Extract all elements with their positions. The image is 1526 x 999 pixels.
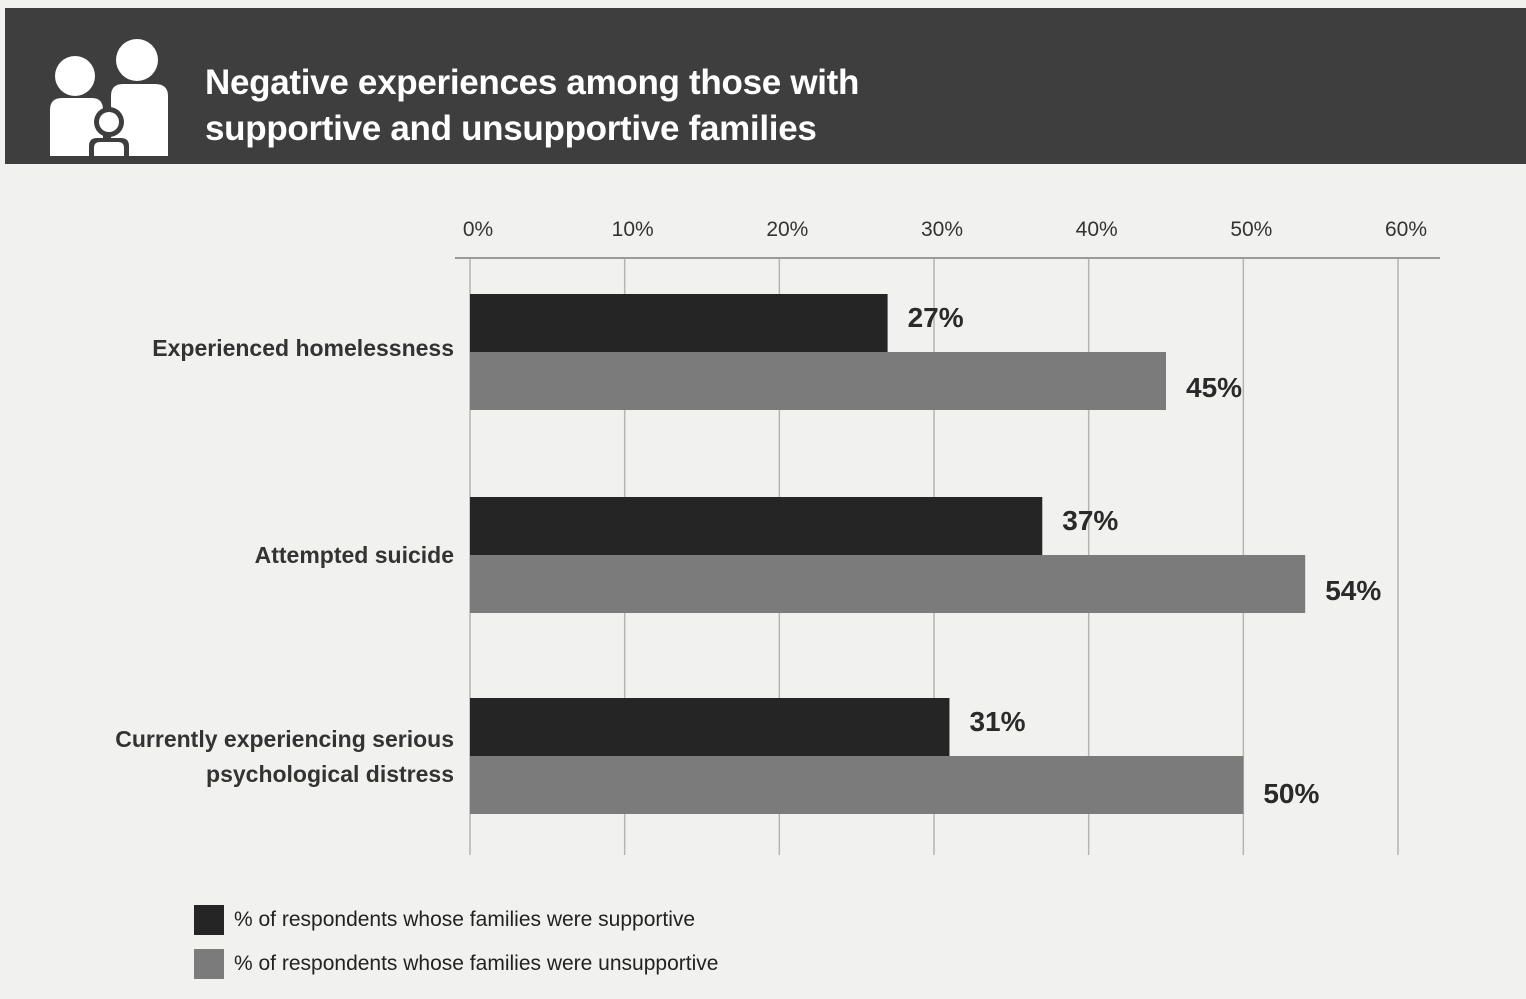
- data-label: 54%: [1325, 575, 1381, 606]
- category-label-line: Attempted suicide: [254, 542, 454, 568]
- x-tick-label: 10%: [612, 218, 654, 241]
- legend-label-supportive: % of respondents whose families were sup…: [234, 908, 696, 931]
- bar-supportive: [470, 294, 888, 352]
- x-tick-label: 30%: [921, 218, 963, 241]
- bar-supportive: [470, 497, 1043, 555]
- data-label: 50%: [1263, 778, 1319, 809]
- x-tick-label: 40%: [1076, 218, 1118, 241]
- legend-label-unsupportive: % of respondents whose families were uns…: [234, 952, 719, 975]
- bar-unsupportive: [470, 555, 1306, 613]
- title-line-1: Negative experiences among those with: [205, 63, 860, 102]
- chart-title: Negative experiences among those with su…: [205, 60, 859, 152]
- legend-swatch-supportive: [194, 905, 224, 935]
- category-label-line: Experienced homelessness: [152, 335, 454, 361]
- bar-unsupportive: [470, 756, 1244, 814]
- category-label-distress: Currently experiencing serious psycholog…: [34, 722, 454, 792]
- category-label-homelessness: Experienced homelessness: [34, 331, 454, 366]
- x-tick-label: 0%: [463, 218, 493, 241]
- data-label: 31%: [969, 706, 1025, 737]
- x-tick-label: 50%: [1230, 218, 1272, 241]
- legend-item-supportive: % of respondents whose families were sup…: [194, 898, 718, 942]
- data-label: 45%: [1186, 372, 1242, 403]
- category-label-line: psychological distress: [206, 761, 454, 787]
- family-icon: [50, 39, 168, 156]
- legend: % of respondents whose families were sup…: [194, 898, 718, 986]
- x-tick-label: 20%: [766, 218, 808, 241]
- legend-swatch-unsupportive: [194, 949, 224, 979]
- title-banner: Negative experiences among those with su…: [5, 8, 1526, 164]
- category-label-line: Currently experiencing serious: [115, 726, 454, 752]
- data-label: 27%: [908, 302, 964, 333]
- legend-item-unsupportive: % of respondents whose families were uns…: [194, 942, 718, 986]
- data-label: 37%: [1062, 505, 1118, 536]
- category-label-suicide: Attempted suicide: [34, 538, 454, 573]
- bar-unsupportive: [470, 352, 1166, 410]
- bar-supportive: [470, 698, 950, 756]
- x-tick-label: 60%: [1385, 218, 1427, 241]
- title-line-2: supportive and unsupportive families: [205, 109, 817, 148]
